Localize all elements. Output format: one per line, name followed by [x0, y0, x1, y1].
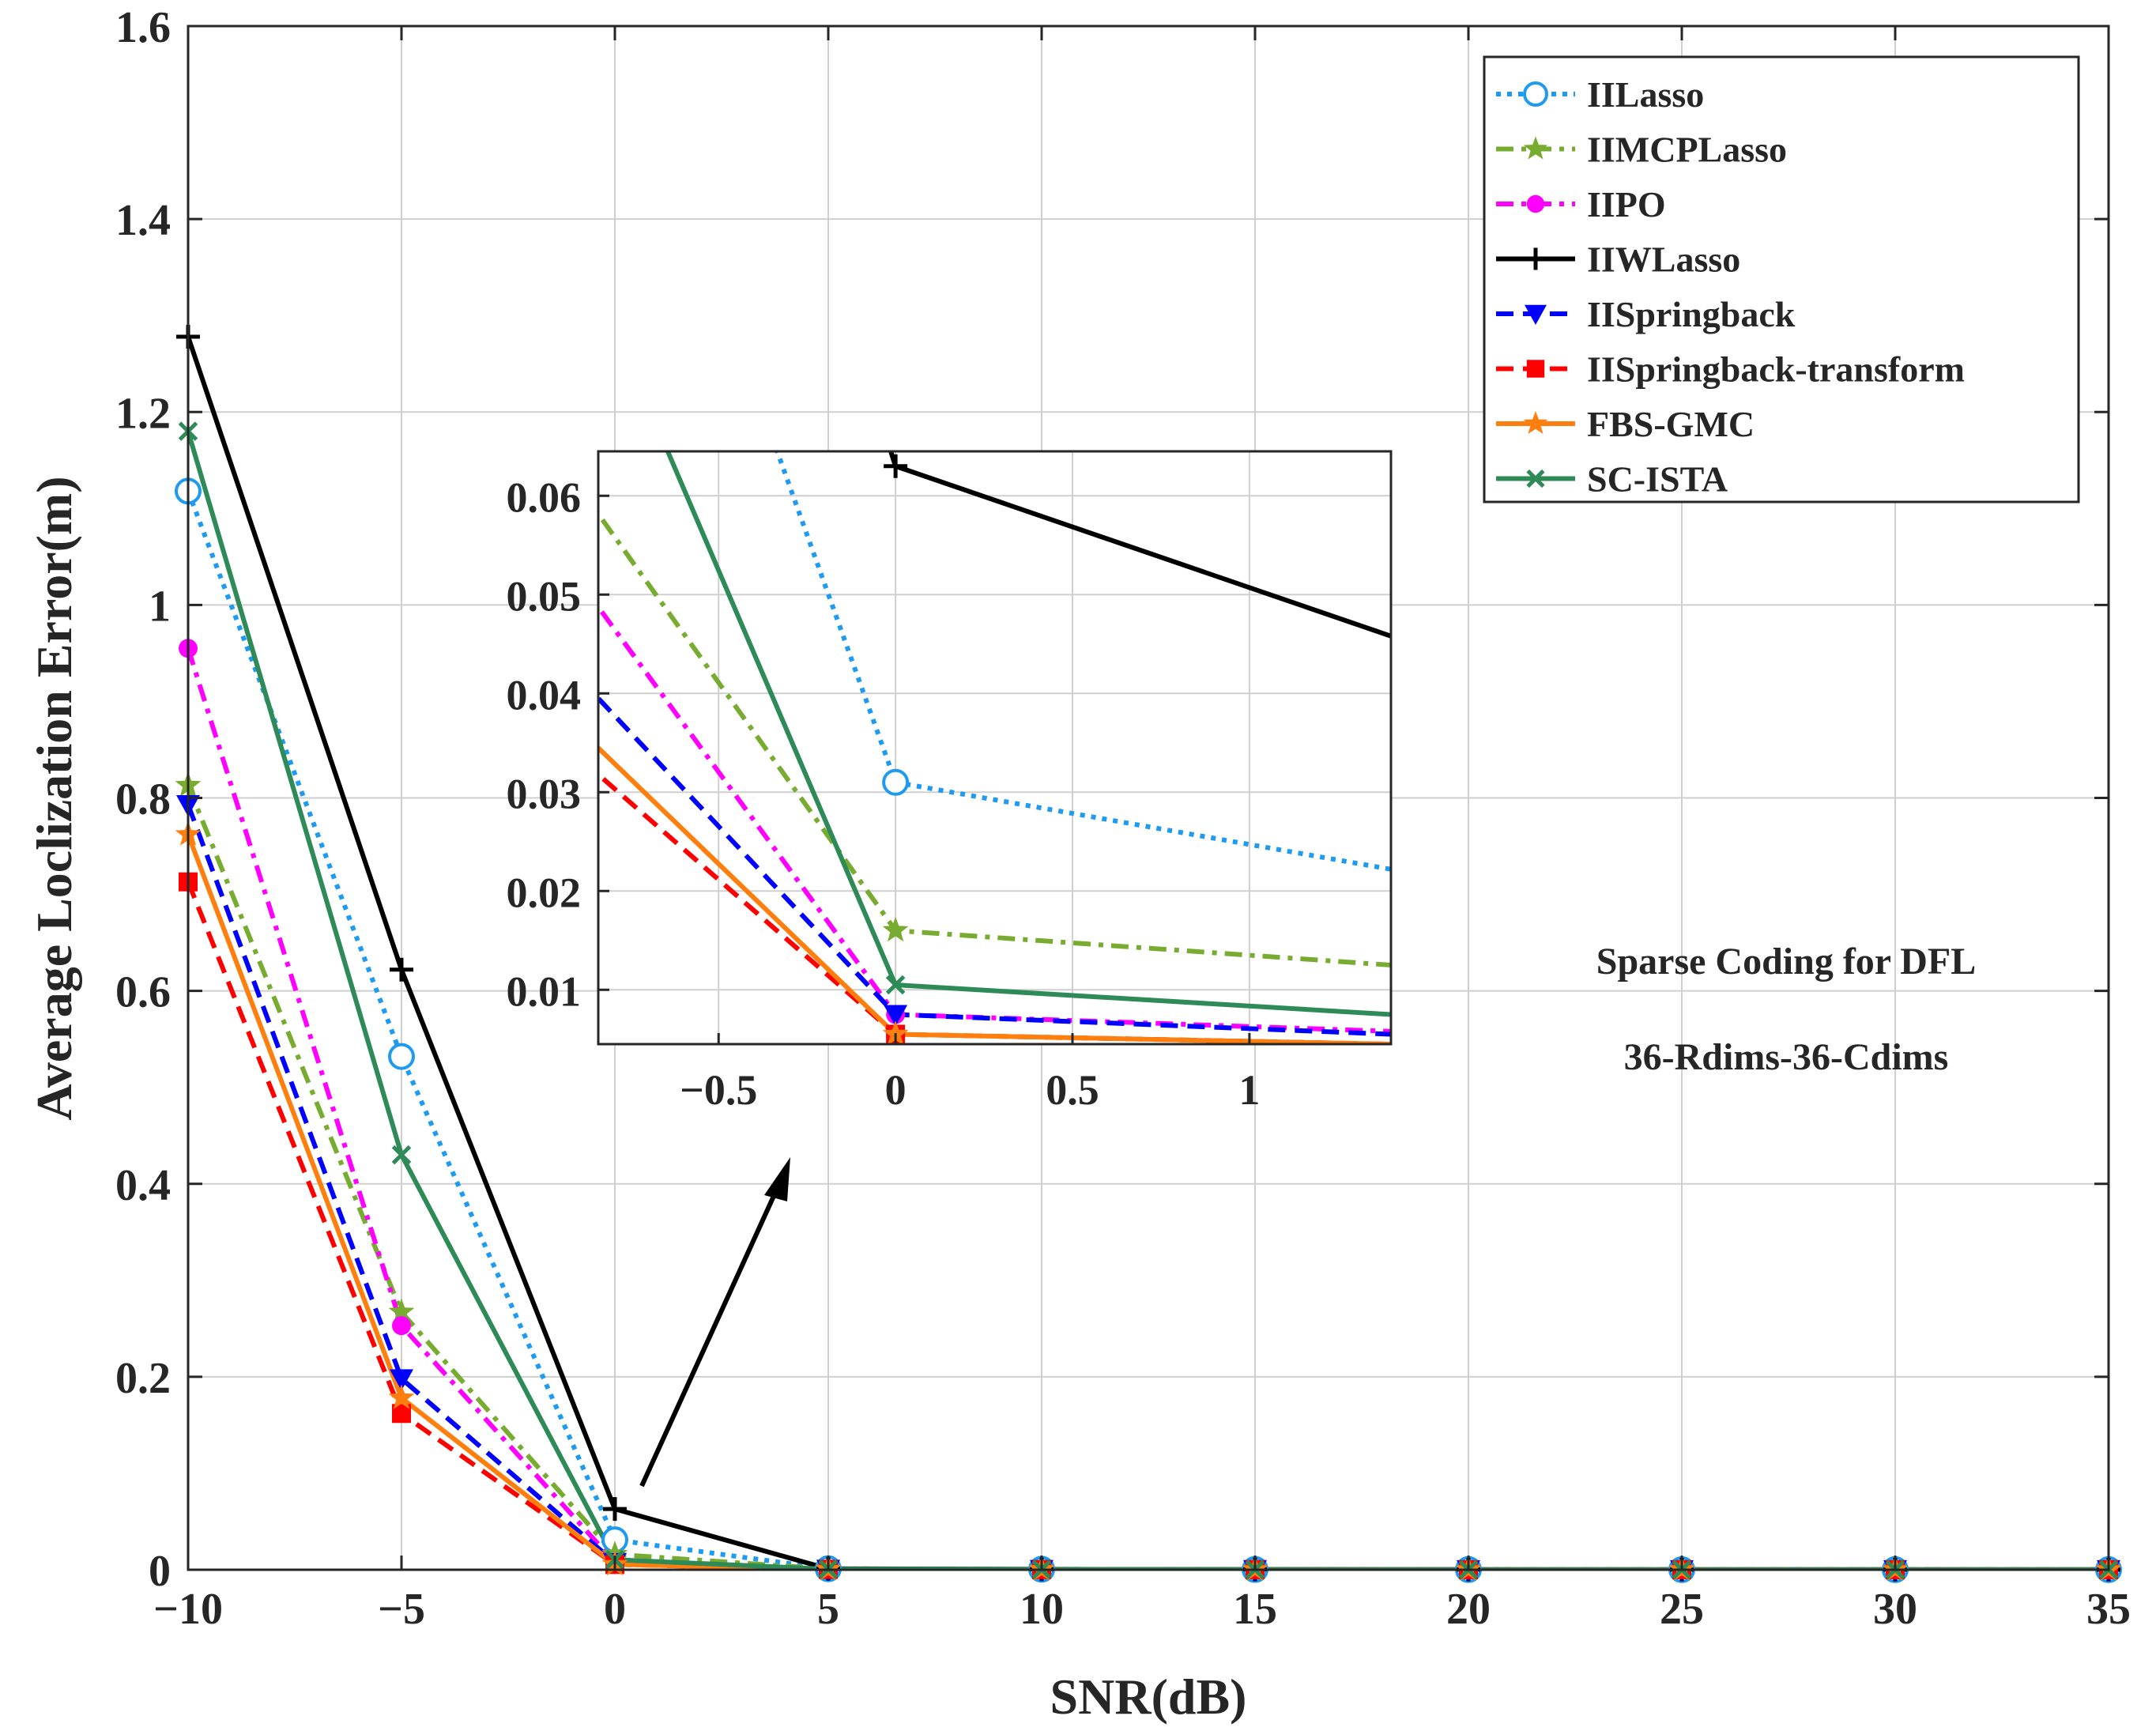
series-line-iispringback-transform — [188, 881, 2109, 1570]
main-y-tick-label: 0.2 — [115, 1354, 171, 1403]
inset-grid — [598, 451, 1391, 1044]
main-x-tick-label: 20 — [1446, 1585, 1491, 1634]
main-y-tick-label: 1.4 — [115, 196, 171, 245]
inset-series-markers — [882, 454, 910, 1044]
zoom-arrow-head — [764, 1157, 790, 1201]
legend-label: SC-ISTA — [1587, 459, 1728, 500]
main-y-tick-label: 1.6 — [115, 3, 171, 52]
inset-y-tick-label: 0.04 — [507, 671, 582, 718]
legend-box — [1483, 55, 2080, 503]
main-y-tick-label: 1.2 — [115, 389, 171, 438]
inset-data-point-iilasso — [882, 768, 910, 796]
legend-marker — [1525, 304, 1547, 325]
legend-item-iipo: IIPO — [1496, 184, 1666, 224]
data-point-iiwlasso — [390, 957, 413, 982]
main-x-tick-label: 5 — [817, 1585, 839, 1634]
data-point-iispringback — [390, 1369, 413, 1391]
inset-data-point-iiwlasso — [884, 454, 908, 478]
legend-item-fbs-gmc: FBS-GMC — [1496, 404, 1755, 444]
inset-x-ticks: −0.5 0 0.5 1 — [680, 1033, 1260, 1114]
legend-marker — [1526, 194, 1545, 213]
main-x-tick-label: 25 — [1660, 1585, 1704, 1634]
legend-marker — [1525, 247, 1547, 270]
legend-item-iispringback-transform: IISpringback-transform — [1496, 349, 1965, 390]
main-y-ticks: 0 0.2 0.4 0.6 0.8 1 1.2 1.4 1.6 — [115, 3, 2109, 1596]
legend: IILasso IIMCPLasso IIPO IIWLasso IISpringbac… — [1496, 74, 1965, 500]
legend-item-iispringback: IISpringback — [1496, 294, 1796, 334]
main-y-tick-label: 0.8 — [115, 775, 171, 824]
main-x-tick-label: 35 — [2086, 1585, 2131, 1634]
inset-data-point-iispringback — [884, 1005, 908, 1027]
data-point-iilasso — [388, 1043, 415, 1070]
legend-marker — [1523, 81, 1548, 107]
inset-data-point-iimcplasso — [882, 917, 909, 942]
inset-y-tick-label: 0.02 — [507, 869, 582, 916]
main-x-tick-label: 15 — [1233, 1585, 1277, 1634]
main-y-tick-label: 0.4 — [115, 1161, 171, 1210]
legend-item-iimcplasso: IIMCPLasso — [1496, 130, 1787, 170]
inset-y-ticks: 0.01 0.02 0.03 0.04 0.05 0.06 — [507, 473, 609, 1015]
annotation-subtitle: 36-Rdims-36-Cdims — [1624, 1036, 1949, 1078]
legend-label: IISpringback-transform — [1587, 349, 1965, 390]
inset-y-tick-label: 0.06 — [507, 473, 582, 521]
main-x-tick-label: 10 — [1020, 1585, 1064, 1634]
legend-label: IIMCPLasso — [1587, 130, 1787, 170]
main-x-ticks: −10 −5 0 5 10 15 20 25 30 35 — [153, 26, 2131, 1634]
annotation-title: Sparse Coding for DFL — [1596, 941, 1977, 982]
legend-label: IIPO — [1587, 184, 1666, 224]
legend-item-iilasso: IILasso — [1496, 74, 1704, 115]
data-point-iimcplasso — [388, 1298, 415, 1323]
legend-marker — [1526, 360, 1545, 378]
inset-x-tick-label: −0.5 — [680, 1066, 757, 1114]
x-axis-title: SNR(dB) — [1050, 1669, 1247, 1725]
inset-background — [598, 451, 1391, 1044]
main-y-tick-label: 0 — [149, 1547, 171, 1596]
main-x-tick-label: −5 — [378, 1585, 425, 1634]
legend-item-iiwlasso: IIWLasso — [1496, 239, 1740, 280]
main-x-tick-label: −10 — [153, 1585, 223, 1634]
inset-y-tick-label: 0.01 — [507, 967, 582, 1015]
inset-y-tick-label: 0.05 — [507, 572, 582, 620]
legend-label: IISpringback — [1587, 294, 1796, 334]
inset-frame — [597, 450, 1393, 1046]
main-y-tick-label: 1 — [149, 582, 171, 631]
inset-data-point-fbs-gmc — [882, 1020, 909, 1044]
legend-marker — [1523, 410, 1548, 434]
main-y-tick-label: 0.6 — [115, 968, 171, 1017]
data-point-sc-ista — [391, 1145, 412, 1165]
main-x-tick-label: 0 — [604, 1585, 626, 1634]
inset-y-tick-label: 0.03 — [507, 770, 582, 817]
legend-label: IIWLasso — [1587, 239, 1740, 280]
y-axis-title: Average Loclization Error(m) — [26, 476, 82, 1120]
data-point-iiwlasso — [603, 1497, 627, 1522]
inset-x-tick-label: 1 — [1238, 1066, 1260, 1114]
legend-item-sc-ista: SC-ISTA — [1496, 459, 1728, 500]
legend-label: FBS-GMC — [1587, 404, 1755, 444]
data-point-fbs-gmc — [388, 1384, 415, 1409]
inset-data-point-sc-ista — [885, 975, 906, 995]
legend-marker — [1523, 136, 1548, 160]
inset-x-tick-label: 0.5 — [1046, 1066, 1099, 1114]
legend-marker — [1526, 469, 1545, 488]
zoom-arrow-line — [639, 1184, 781, 1488]
inset-x-tick-label: 0 — [885, 1066, 906, 1114]
main-x-tick-label: 30 — [1873, 1585, 1917, 1634]
data-point-iipo — [392, 1316, 411, 1336]
legend-label: IILasso — [1587, 74, 1704, 115]
